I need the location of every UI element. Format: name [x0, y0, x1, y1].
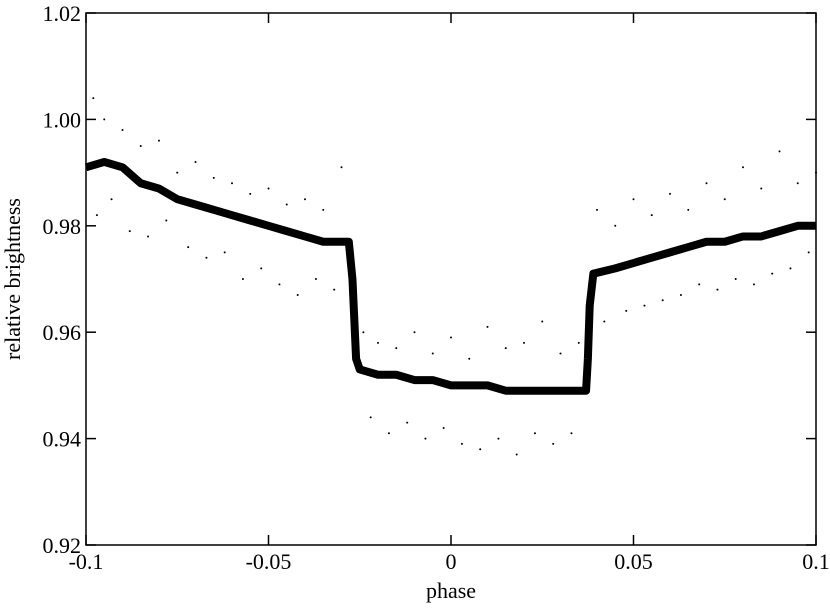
raw-point: [679, 293, 682, 296]
raw-point: [570, 432, 573, 435]
plot-frame: [85, 12, 817, 546]
raw-point: [541, 320, 544, 323]
x-tick-label: -0.1: [69, 549, 104, 574]
x-axis-label: phase: [426, 578, 476, 603]
raw-point: [632, 198, 635, 201]
raw-point: [194, 160, 197, 163]
raw-point: [705, 182, 708, 185]
raw-point: [625, 309, 628, 312]
raw-point: [110, 198, 113, 201]
raw-point: [479, 448, 482, 451]
raw-point: [212, 176, 215, 179]
raw-point: [278, 283, 281, 286]
raw-point: [387, 432, 390, 435]
raw-point: [815, 171, 817, 174]
raw-point: [515, 453, 518, 456]
raw-point: [249, 192, 252, 195]
raw-point: [523, 341, 525, 344]
raw-point: [296, 293, 299, 296]
raw-point: [413, 331, 416, 334]
raw-point: [789, 267, 792, 270]
x-tick-label: 0.05: [614, 549, 653, 574]
raw-point: [333, 288, 336, 291]
raw-point: [442, 426, 445, 429]
raw-point: [314, 278, 317, 280]
x-tick-label: 0: [446, 549, 457, 574]
raw-point: [669, 192, 671, 195]
raw-point: [650, 214, 653, 217]
raw-point: [362, 331, 365, 334]
raw-point: [687, 208, 690, 211]
raw-point: [661, 299, 664, 302]
raw-point: [552, 442, 555, 445]
raw-point: [460, 442, 463, 445]
raw-point: [752, 283, 755, 286]
raw-point: [596, 208, 598, 211]
raw-point: [450, 336, 452, 339]
raw-point: [796, 182, 799, 185]
y-tick-label: 0.98: [43, 214, 82, 239]
raw-point: [165, 219, 168, 222]
raw-point: [807, 251, 810, 254]
raw-point: [377, 341, 379, 344]
binned-curve: [84, 157, 816, 395]
y-tick-label: 1.02: [43, 1, 82, 26]
x-tick-label: -0.05: [246, 549, 292, 574]
raw-point: [267, 187, 270, 190]
raw-point: [497, 437, 500, 440]
raw-point: [205, 256, 208, 259]
raw-point: [231, 182, 233, 185]
raw-point: [322, 208, 325, 211]
raw-point: [771, 272, 774, 275]
y-tick-label: 0.96: [43, 320, 82, 345]
raw-point: [559, 352, 562, 355]
raw-point: [241, 278, 244, 280]
raw-point: [304, 198, 306, 201]
raw-point: [716, 288, 719, 291]
raw-point: [92, 97, 95, 100]
raw-point: [340, 166, 343, 169]
y-axis-label: relative brightness: [0, 198, 25, 360]
raw-point: [431, 352, 434, 355]
raw-point: [698, 283, 701, 286]
raw-point: [139, 145, 142, 147]
y-tick-label: 0.94: [43, 427, 82, 452]
y-tick-label: 0.92: [43, 533, 82, 558]
raw-point: [369, 416, 372, 419]
raw-point: [760, 187, 763, 190]
raw-point: [223, 251, 226, 254]
raw-point: [158, 139, 160, 142]
raw-point: [406, 421, 409, 424]
raw-point: [486, 325, 489, 328]
raw-point: [734, 278, 737, 280]
raw-point: [260, 267, 263, 270]
x-tick-label: 0.1: [802, 549, 830, 574]
raw-point: [128, 230, 131, 233]
raw-point: [285, 203, 288, 206]
raw-point: [742, 166, 744, 169]
raw-point: [395, 347, 398, 350]
raw-point: [643, 304, 646, 307]
raw-point: [603, 320, 606, 323]
raw-point: [723, 198, 726, 201]
raw-point: [121, 129, 124, 132]
raw-point: [468, 357, 471, 360]
raw-point: [504, 347, 507, 350]
raw-point: [577, 341, 580, 344]
raw-point: [147, 235, 150, 238]
raw-point: [103, 118, 106, 121]
raw-point: [424, 437, 427, 440]
raw-point: [187, 246, 190, 249]
raw-point: [95, 214, 98, 217]
raw-point: [778, 150, 781, 153]
raw-point: [614, 224, 617, 227]
raw-point: [533, 432, 536, 435]
y-tick-label: 1.00: [43, 107, 82, 132]
raw-point: [176, 171, 179, 174]
